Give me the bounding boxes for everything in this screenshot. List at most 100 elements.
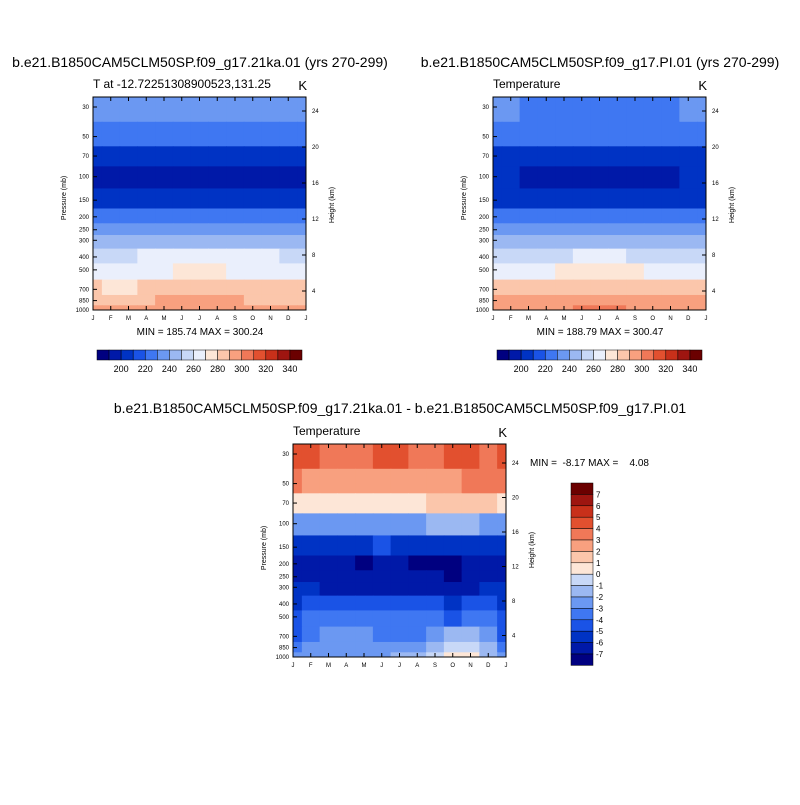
contour-cell bbox=[297, 188, 306, 210]
contour-cell bbox=[608, 235, 627, 250]
panel-units: K bbox=[698, 78, 707, 93]
contour-cell bbox=[519, 248, 538, 265]
contour-cell bbox=[426, 468, 445, 494]
contour-cell bbox=[572, 166, 592, 190]
contour-cell bbox=[555, 223, 574, 236]
contour-cell bbox=[519, 235, 538, 250]
y-right-tick-label: 8 bbox=[512, 599, 516, 605]
y-tick-label: 300 bbox=[279, 585, 290, 591]
contour-cell bbox=[501, 146, 521, 167]
colorbar-label: 220 bbox=[538, 364, 553, 374]
contour-cell bbox=[479, 468, 498, 494]
contour-cell bbox=[261, 263, 280, 281]
contour-cell bbox=[337, 595, 356, 612]
contour-cell bbox=[661, 121, 680, 147]
contour-cell bbox=[301, 626, 321, 643]
contour-cell bbox=[190, 188, 209, 210]
y-right-tick-label: 16 bbox=[512, 530, 519, 536]
x-tick-label: M bbox=[326, 663, 331, 669]
x-tick-label: J bbox=[705, 316, 708, 322]
contour-cell bbox=[493, 248, 503, 265]
panel-subtitle-left: T at -12.722513089005​23,131.25 bbox=[93, 77, 271, 91]
contour-cell bbox=[661, 146, 680, 167]
contour-cell bbox=[119, 263, 138, 281]
contour-cell bbox=[337, 641, 356, 653]
contour-cell bbox=[501, 121, 521, 147]
contour-cell bbox=[390, 493, 409, 514]
contour-cell bbox=[493, 294, 503, 306]
contour-cell bbox=[372, 444, 392, 470]
contour-cell bbox=[643, 166, 663, 190]
y-tick-label: 150 bbox=[79, 198, 90, 204]
contour-cell bbox=[697, 188, 706, 210]
contour-fill bbox=[293, 444, 506, 657]
contour-cell bbox=[661, 208, 680, 224]
contour-cell bbox=[493, 208, 503, 224]
contour-cell bbox=[93, 235, 103, 250]
y-right-tick-label: 20 bbox=[312, 145, 319, 151]
y-tick-label: 50 bbox=[82, 135, 89, 141]
y-tick-label: 400 bbox=[279, 602, 290, 608]
contour-cell bbox=[590, 223, 609, 236]
y-tick-label: 70 bbox=[282, 501, 289, 507]
colorbar-swatch bbox=[96, 349, 110, 361]
y-tick-label: 250 bbox=[79, 228, 90, 234]
contour-cell bbox=[293, 582, 303, 597]
contour-cell bbox=[93, 223, 103, 236]
y-tick-label: 250 bbox=[479, 228, 490, 234]
contour-cell bbox=[226, 223, 245, 236]
contour-cell bbox=[261, 279, 280, 296]
contour-cell bbox=[337, 582, 356, 597]
contour-cell bbox=[293, 493, 303, 514]
y-tick-label: 700 bbox=[279, 634, 290, 640]
contour-cell bbox=[279, 223, 298, 236]
contour-cell bbox=[337, 535, 356, 557]
contour-cell bbox=[390, 570, 409, 583]
contour-cell bbox=[190, 166, 209, 190]
contour-cell bbox=[443, 493, 463, 514]
contour-cell bbox=[590, 248, 609, 265]
contour-cell bbox=[93, 279, 103, 296]
contour-cell bbox=[301, 444, 321, 470]
contour-cell bbox=[461, 570, 480, 583]
contour-cell bbox=[101, 146, 121, 167]
contour-cell bbox=[519, 188, 538, 210]
contour-cell bbox=[101, 235, 121, 250]
colorbar-swatch bbox=[570, 619, 594, 632]
contour-cell bbox=[626, 188, 645, 210]
contour-cell bbox=[501, 166, 521, 190]
contour-cell bbox=[443, 610, 463, 628]
contour-cell bbox=[572, 121, 592, 147]
x-tick-label: J bbox=[292, 663, 295, 669]
colorbar-label: -7 bbox=[596, 650, 604, 659]
y-axis-label: Pressure (mb) bbox=[61, 176, 68, 220]
contour-cell bbox=[608, 248, 627, 265]
contour-cell bbox=[226, 121, 245, 147]
contour-cell bbox=[679, 146, 698, 167]
y-axis-right-label: Height (km) bbox=[529, 532, 536, 568]
y-right-tick-label: 24 bbox=[512, 461, 519, 467]
contour-cell bbox=[461, 626, 480, 643]
contour-cell bbox=[390, 468, 409, 494]
x-tick-label: F bbox=[309, 663, 313, 669]
y-tick-label: 850 bbox=[479, 299, 490, 305]
panel-subtitle-left: Temperature bbox=[293, 424, 361, 438]
contour-cell bbox=[119, 248, 138, 265]
x-tick-label: S bbox=[433, 663, 437, 669]
contour-cell bbox=[372, 535, 392, 557]
contour-cell bbox=[137, 235, 156, 250]
contour-cell bbox=[301, 468, 321, 494]
y-axis-label: Pressure (mb) bbox=[461, 176, 468, 220]
contour-cell bbox=[555, 146, 574, 167]
contour-cell bbox=[679, 248, 698, 265]
contour-cell bbox=[443, 595, 463, 612]
y-right-tick-label: 4 bbox=[512, 634, 516, 640]
contour-cell bbox=[479, 610, 498, 628]
colorbar-swatch bbox=[593, 349, 606, 361]
contour-cell bbox=[155, 235, 174, 250]
contour-cell bbox=[172, 235, 192, 250]
contour-cell bbox=[337, 444, 356, 470]
contour-cell bbox=[261, 223, 280, 236]
contour-cell bbox=[426, 570, 445, 583]
y-right-tick-label: 20 bbox=[512, 496, 519, 502]
